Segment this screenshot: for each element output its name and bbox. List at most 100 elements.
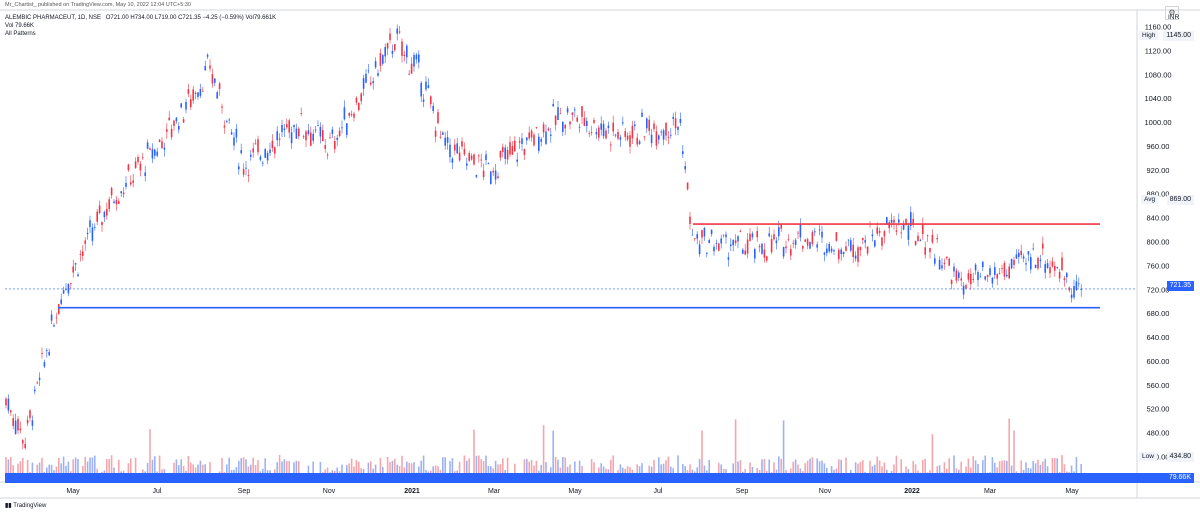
volume-bar <box>641 463 643 480</box>
volume-bar <box>895 455 898 480</box>
candle-body <box>130 182 132 185</box>
volume-bar <box>72 459 74 480</box>
volume-bar <box>811 457 814 480</box>
candle-body <box>878 230 881 233</box>
candle-body <box>994 267 996 275</box>
candle-body <box>1078 283 1080 285</box>
volume-bar <box>94 455 96 480</box>
candle-body <box>391 50 394 54</box>
candle-body <box>502 146 504 153</box>
candle-body <box>319 126 322 137</box>
candle-body <box>984 276 986 280</box>
volume-bar <box>914 464 917 480</box>
volume-bar <box>350 458 353 480</box>
y-tick-label: 880.00 <box>1147 190 1170 199</box>
volume-bar <box>862 460 864 480</box>
candle-body <box>401 41 403 56</box>
candle-body <box>449 144 451 158</box>
y-tick-label: 760.00 <box>1147 261 1170 270</box>
candle-body <box>1039 259 1042 262</box>
low-value: 434.80 <box>1166 452 1194 462</box>
candle-body <box>94 226 96 228</box>
candle-body <box>223 125 226 128</box>
volume-bar <box>77 459 79 480</box>
x-tick-label: May <box>1065 488 1079 495</box>
volume-bar <box>528 461 530 480</box>
candle-body <box>242 169 245 175</box>
volume-bar <box>396 464 398 480</box>
volume-bar <box>118 459 120 480</box>
candle-body <box>1056 266 1058 268</box>
volume-bar <box>58 457 60 480</box>
candle-body <box>862 237 864 241</box>
candle-body <box>634 124 636 127</box>
volume-bar <box>859 461 862 480</box>
candle-body <box>530 130 533 138</box>
candle-body <box>1025 263 1027 265</box>
candle-body <box>48 351 50 356</box>
candle-body <box>1003 263 1006 277</box>
volume-bar <box>1080 464 1082 480</box>
settings-icon[interactable]: ⚙ <box>1165 6 1179 20</box>
candle-body <box>24 444 26 449</box>
candle-body <box>86 232 89 235</box>
candle-body <box>331 129 334 134</box>
volume-bar <box>108 459 110 480</box>
volume-bar <box>406 461 408 480</box>
candle-body <box>826 248 828 254</box>
volume-bar <box>578 460 581 480</box>
volume-bar <box>682 464 684 480</box>
candle-body <box>418 54 420 63</box>
candle-body <box>50 314 53 321</box>
candle-body <box>293 125 295 128</box>
volume-bar <box>857 463 859 480</box>
volume-bar <box>1061 455 1063 480</box>
candle-body <box>5 398 7 406</box>
candle-body <box>478 155 480 157</box>
candle-body <box>823 252 826 255</box>
candle-body <box>38 377 41 380</box>
volume-bar <box>410 463 413 480</box>
volume-bar <box>480 459 482 480</box>
volume-bar <box>5 457 7 480</box>
candle-body <box>799 224 802 238</box>
volume-bar <box>1054 458 1056 480</box>
candle-body <box>926 234 929 236</box>
volume-bar <box>658 457 660 480</box>
candle-body <box>96 211 98 222</box>
candle-body <box>480 159 482 161</box>
volume-bar <box>60 463 62 480</box>
candle-body <box>262 162 264 164</box>
volume-bar <box>977 463 979 480</box>
volume-bar <box>478 455 480 480</box>
volume-bar <box>130 458 132 480</box>
candle-body <box>55 317 58 319</box>
candle-body <box>120 191 122 194</box>
patterns-legend[interactable]: All Patterns <box>5 31 36 37</box>
volume-bar <box>204 464 206 480</box>
candle-body <box>898 219 900 223</box>
volume-bar <box>1075 457 1078 480</box>
candle-body <box>204 66 206 71</box>
candle-body <box>302 135 305 137</box>
volume-bar <box>1044 458 1046 480</box>
candle-body <box>326 154 329 156</box>
candle-body <box>146 142 149 149</box>
ticker-name: ALEMBIC PHARMACEUT, 1D, NSE <box>5 15 102 21</box>
volume-bar <box>151 459 154 480</box>
volume-bar <box>422 455 425 480</box>
candle-body <box>557 107 559 121</box>
candle-body <box>840 249 842 255</box>
volume-bar <box>720 464 722 480</box>
candle-body <box>718 243 720 251</box>
volume-bar <box>960 461 962 480</box>
candle-body <box>370 82 372 85</box>
candle-body <box>463 148 466 155</box>
volume-bar <box>209 462 211 480</box>
candle-body <box>991 277 994 284</box>
candle-body <box>115 199 118 205</box>
volume-bar <box>276 462 278 480</box>
volume-bar <box>281 461 283 480</box>
candle-body <box>665 122 667 136</box>
